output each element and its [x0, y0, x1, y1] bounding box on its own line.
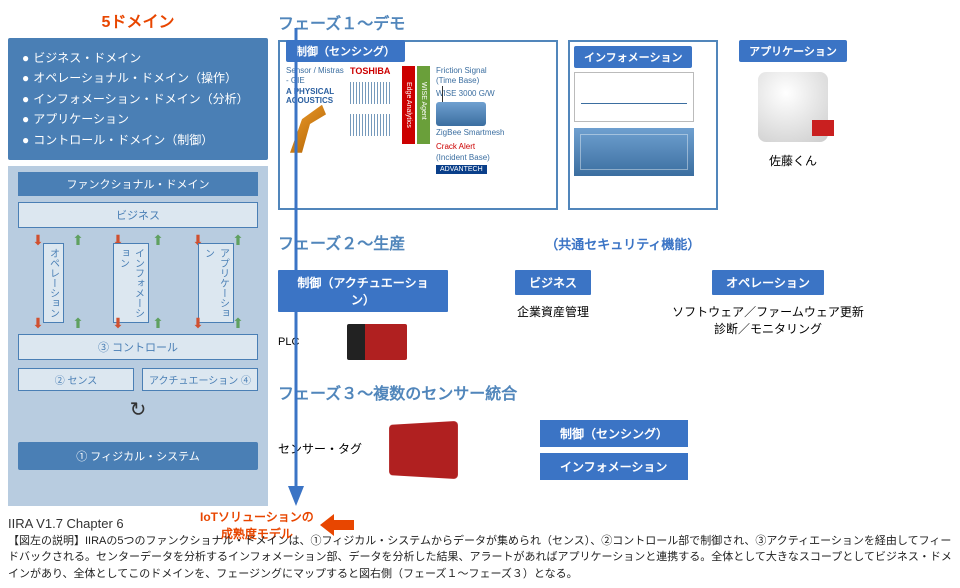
tag-application: アプリケーション [739, 40, 847, 62]
wise-gw-label: WISE 3000 G/W [436, 89, 516, 98]
tag-information: インフォメーション [574, 46, 692, 68]
domain-item: オペレーショナル・ドメイン（操作） [22, 68, 254, 88]
edge-analytics-pill: Edge Analytics [402, 66, 415, 144]
phase3-title: フェーズ３～複数のセンサー統合 [278, 380, 517, 404]
business-desc: 企業資産管理 [468, 303, 638, 320]
crack-alert-label: Crack Alert(Incident Base) [436, 142, 516, 163]
gateway-icon [436, 102, 486, 126]
five-domains-title: 5ドメイン [8, 8, 268, 32]
domain-item: アプリケーション [22, 109, 254, 129]
advantech-logo: ADVANTECH [436, 165, 487, 174]
tag-business: ビジネス [515, 270, 591, 295]
sensing-panel: 制御（センシング） Sensor / Mistras - GIE A PHYSI… [278, 40, 558, 210]
zigbee-label: ZigBee Smartmesh [436, 128, 516, 138]
application-panel: アプリケーション 佐藤くん [728, 40, 858, 169]
sense-box: ② センス [18, 368, 134, 391]
functional-title: ファンクショナル・ドメイン [18, 172, 258, 196]
sensor-tag-icon [389, 421, 458, 479]
domain-list: ビジネス・ドメイン オペレーショナル・ドメイン（操作） インフォメーション・ドメ… [8, 38, 268, 160]
security-title: （共通セキュリティ機能） [545, 234, 700, 253]
domain-item: ビジネス・ドメイン [22, 48, 254, 68]
physical-system-box: ① フィジカル・システム [18, 442, 258, 470]
footer-explanation: 【図左の説明】IIRAの5つのファンクショナル・ドメインは、①フィジカル・システ… [8, 533, 952, 583]
mini-chart-icon [574, 72, 694, 122]
board-icon [574, 128, 694, 176]
domain-item: コントロール・ドメイン（制御） [22, 130, 254, 150]
plc-device-icon [347, 324, 407, 360]
waveform-icon [350, 82, 390, 104]
vert-operation: オペレーション [43, 243, 64, 323]
friction-label: Friction Signal(Time Base) [436, 66, 516, 87]
vert-application: アプリケーション [198, 243, 234, 323]
actuation-box: アクチュエーション ④ [142, 368, 258, 391]
wise-agent-pill: WISE Agent [417, 66, 430, 144]
control-box: ③ コントロール [18, 334, 258, 360]
information-panel: インフォメーション [568, 40, 718, 210]
tag-p3-sensing: 制御（センシング） [540, 420, 688, 447]
tag-p3-information: インフォメーション [540, 453, 688, 480]
avatar-name: 佐藤くん [728, 152, 858, 169]
toshiba-logo: TOSHIBA [350, 66, 396, 76]
operation-desc: ソフトウェア／ファームウェア更新 診断／モニタリング [658, 303, 878, 337]
business-box: ビジネス [18, 202, 258, 228]
feedback-loop-icon: ↻ [18, 397, 258, 422]
domain-item: インフォメーション・ドメイン（分析） [22, 89, 254, 109]
avatar-icon [758, 72, 828, 142]
functional-domain-diagram: ファンクショナル・ドメイン ビジネス ⬇⬆⬇⬆⬇⬆ オペレーション インフォメー… [8, 166, 268, 506]
vert-information: インフォメーション [113, 243, 149, 323]
tag-operation: オペレーション [712, 270, 824, 295]
waveform-icon [350, 114, 390, 136]
